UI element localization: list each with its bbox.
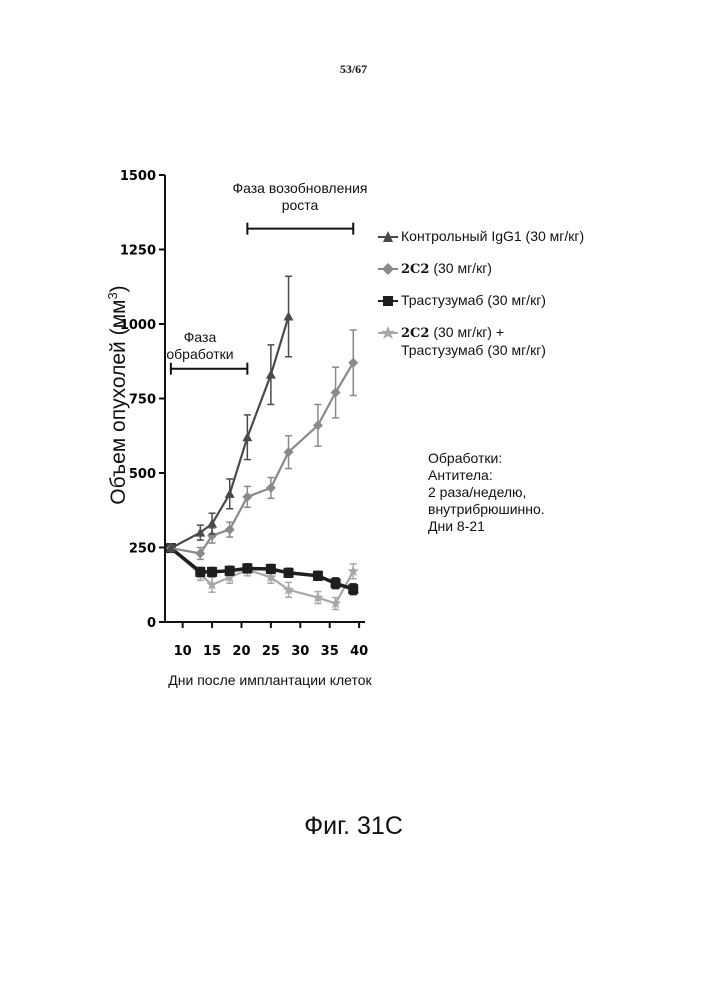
notes-line-3: внутрибрюшинно. (428, 501, 545, 518)
x-tick-label: 35 (321, 644, 339, 659)
triangle-marker-icon (378, 230, 398, 244)
legend-item-combo: 2C2 (30 мг/кг) + Трастузумаб (30 мг/кг) (378, 324, 678, 366)
series-trastuzumab (166, 543, 358, 594)
data-point (284, 568, 294, 578)
legend-item-2c2: 2C2 (30 мг/кг) (378, 260, 678, 292)
phase-bracket-0 (171, 363, 247, 375)
data-point (242, 432, 252, 441)
legend-code-2c2: 2C2 (401, 262, 429, 277)
series-antibody_2c2 (166, 330, 358, 559)
treatment-phase-label: Фаза обработки (155, 329, 245, 363)
figure-caption: Фиг. 31C (0, 812, 707, 841)
regrowth-phase-label: Фаза возобновления роста (215, 180, 385, 214)
y-tick-label: 0 (147, 616, 156, 631)
y-tick-label: 1250 (120, 244, 156, 259)
x-tick-label: 20 (232, 644, 250, 659)
legend-label-trastuzumab: Трастузумаб (30 мг/кг) (401, 292, 546, 309)
data-point (331, 578, 341, 588)
data-point (225, 566, 235, 576)
series-control (166, 276, 294, 552)
data-point (207, 519, 217, 528)
data-point (266, 564, 276, 574)
x-tick-label: 10 (174, 644, 192, 659)
data-point (207, 567, 217, 577)
y-tick-label: 500 (129, 467, 156, 482)
x-tick-label: 30 (291, 644, 309, 659)
y-tick-label: 1500 (120, 169, 156, 184)
notes-line-1: Антитела: (428, 467, 545, 484)
legend-item-control: Контрольный IgG1 (30 мг/кг) (378, 228, 678, 260)
notes-line-2: 2 раза/неделю, (428, 484, 545, 501)
legend-label-combo-line2: Трастузумаб (30 мг/кг) (401, 342, 546, 358)
data-point (313, 571, 323, 581)
legend-code-combo: 2C2 (401, 326, 429, 341)
legend: Контрольный IgG1 (30 мг/кг) 2C2 (30 мг/к… (378, 228, 678, 366)
x-tick-label: 40 (350, 644, 368, 659)
data-point (266, 370, 276, 379)
diamond-marker-icon (378, 262, 398, 276)
legend-label-control: Контрольный IgG1 (30 мг/кг) (401, 228, 584, 245)
data-point (225, 525, 235, 535)
data-point (195, 567, 205, 577)
notes-line-4: Дни 8-21 (428, 518, 545, 535)
data-point (225, 489, 235, 498)
star-marker-icon (378, 326, 398, 340)
square-marker-icon (378, 294, 398, 308)
y-tick-label: 250 (129, 542, 156, 557)
phase-bracket-1 (247, 223, 353, 235)
treatment-notes: Обработки: Антитела: 2 раза/неделю, внут… (428, 450, 545, 535)
data-series (165, 276, 359, 609)
data-point (331, 388, 341, 398)
x-axis-title: Дни после имплантации клеток (130, 672, 410, 688)
notes-title: Обработки: (428, 450, 545, 467)
legend-label-2c2: (30 мг/кг) (429, 260, 492, 276)
data-point (348, 584, 358, 594)
legend-item-trastuzumab: Трастузумаб (30 мг/кг) (378, 292, 678, 324)
x-tick-label: 15 (203, 644, 221, 659)
x-tick-label: 25 (262, 644, 280, 659)
data-point (348, 358, 358, 368)
legend-label-combo: (30 мг/кг) + (429, 324, 504, 340)
data-point (242, 492, 252, 502)
y-tick-label: 750 (129, 393, 156, 408)
data-point (266, 483, 276, 493)
data-point (284, 312, 294, 321)
data-point (242, 563, 252, 573)
